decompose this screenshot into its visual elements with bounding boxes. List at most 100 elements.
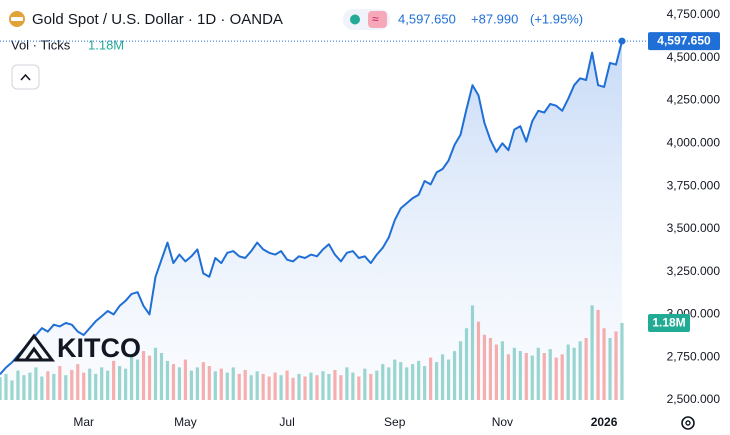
volume-bar xyxy=(207,366,211,400)
volume-bar xyxy=(482,334,487,400)
status-dot xyxy=(350,14,360,25)
volume-last-label: 1.18M xyxy=(652,316,685,330)
volume-bar xyxy=(500,341,504,400)
volume-bar xyxy=(399,362,403,400)
volume-bar xyxy=(225,372,229,400)
volume-bar xyxy=(321,371,325,400)
volume-bar xyxy=(393,359,397,400)
price-area xyxy=(0,41,622,400)
volume-bar xyxy=(411,364,415,400)
volume-bar xyxy=(123,368,128,400)
volume-bar xyxy=(76,364,80,400)
price-line xyxy=(0,40,623,375)
volume-bar xyxy=(129,354,134,400)
volume-bar xyxy=(488,338,493,400)
volume-bar xyxy=(249,375,253,400)
y-tick-label: 3,500.000 xyxy=(667,221,721,235)
volume-bar xyxy=(243,369,247,400)
volume-bar xyxy=(171,364,176,400)
volume-bar xyxy=(429,357,433,400)
volume-bar xyxy=(542,353,546,400)
collapse-button[interactable] xyxy=(11,64,40,90)
collapse-caret xyxy=(20,73,31,81)
volume-last-box xyxy=(648,314,690,332)
last-price-box xyxy=(648,32,720,51)
x-tick-label: Mar xyxy=(73,415,94,429)
volume-bar xyxy=(494,344,499,400)
volume-bar xyxy=(94,373,98,400)
volume-bar xyxy=(112,360,116,400)
area-layer xyxy=(0,41,622,400)
volume-bar xyxy=(70,369,74,400)
volume-bar xyxy=(476,321,481,400)
volume-bar xyxy=(572,347,576,400)
volume-bar xyxy=(118,366,122,400)
volume-title: Vol · Ticks xyxy=(11,37,71,52)
volume-bar xyxy=(620,323,624,400)
volume-bar xyxy=(590,305,594,400)
volume-bar xyxy=(608,338,612,400)
volume-bar xyxy=(470,305,475,400)
volume-bar xyxy=(554,357,558,400)
volume-bar xyxy=(279,375,283,400)
volume-bar xyxy=(375,370,379,400)
volume-bar xyxy=(237,373,241,400)
line-layer xyxy=(0,40,623,375)
volume-bar xyxy=(351,372,355,400)
y-tick-label: 3,750.000 xyxy=(667,178,721,192)
x-tick-label: 2026 xyxy=(591,415,618,429)
volume-bar xyxy=(596,309,600,400)
x-tick-label: May xyxy=(174,415,197,429)
volume-bar xyxy=(165,360,170,400)
y-tick-label: 4,750.000 xyxy=(667,7,721,21)
volume-bar xyxy=(291,377,295,400)
y-tick-label: 3,250.000 xyxy=(667,264,721,278)
volume-bar xyxy=(16,370,20,400)
volume-bar xyxy=(303,376,307,400)
volume-bar xyxy=(452,351,457,400)
symbol-icon-bar xyxy=(11,17,23,21)
volume-bar xyxy=(88,368,92,400)
volume-bar xyxy=(28,372,32,400)
volume-bar xyxy=(213,371,217,400)
volume-bar xyxy=(381,364,385,400)
volume-layer xyxy=(0,305,624,400)
volume-bar xyxy=(195,367,199,400)
volume-bar xyxy=(273,372,277,400)
volume-bar xyxy=(578,341,582,400)
volume-bar xyxy=(267,376,271,400)
volume-bar xyxy=(458,341,463,400)
volume-bar xyxy=(440,354,445,400)
volume-bar xyxy=(339,375,343,400)
volume-bar xyxy=(177,367,182,400)
volume-bar xyxy=(255,371,259,400)
chart-title: Gold Spot / U.S. Dollar · 1D · OANDA xyxy=(32,11,283,28)
volume-bar xyxy=(524,353,528,400)
header-change: +87.990 xyxy=(471,11,518,26)
volume-bar xyxy=(231,367,235,400)
volume-bar xyxy=(285,370,289,400)
volume-bar xyxy=(327,373,331,400)
header-price: 4,597.650 xyxy=(398,11,456,26)
volume-bar xyxy=(566,344,570,400)
x-tick-label: Nov xyxy=(492,415,513,429)
volume-bar xyxy=(584,338,588,400)
x-tick-label: Jul xyxy=(279,415,294,429)
volume-bar xyxy=(4,373,8,400)
volume-bar xyxy=(52,373,56,400)
volume-bar xyxy=(82,372,86,400)
volume-bar xyxy=(423,366,427,400)
volume-bar xyxy=(183,359,188,400)
y-tick-label: 4,500.000 xyxy=(667,50,721,64)
last-price-label: 4,597.650 xyxy=(657,34,711,48)
volume-bar xyxy=(405,367,409,400)
settings-icon[interactable] xyxy=(681,416,695,430)
y-tick-label: 2,750.000 xyxy=(667,349,721,363)
volume-bar xyxy=(333,369,337,400)
volume-bar xyxy=(100,367,104,400)
volume-value: 1.18M xyxy=(88,37,124,52)
volume-bar xyxy=(46,371,50,400)
volume-bar xyxy=(506,354,510,400)
volume-bar xyxy=(261,373,265,400)
y-tick-label: 4,000.000 xyxy=(667,136,721,150)
